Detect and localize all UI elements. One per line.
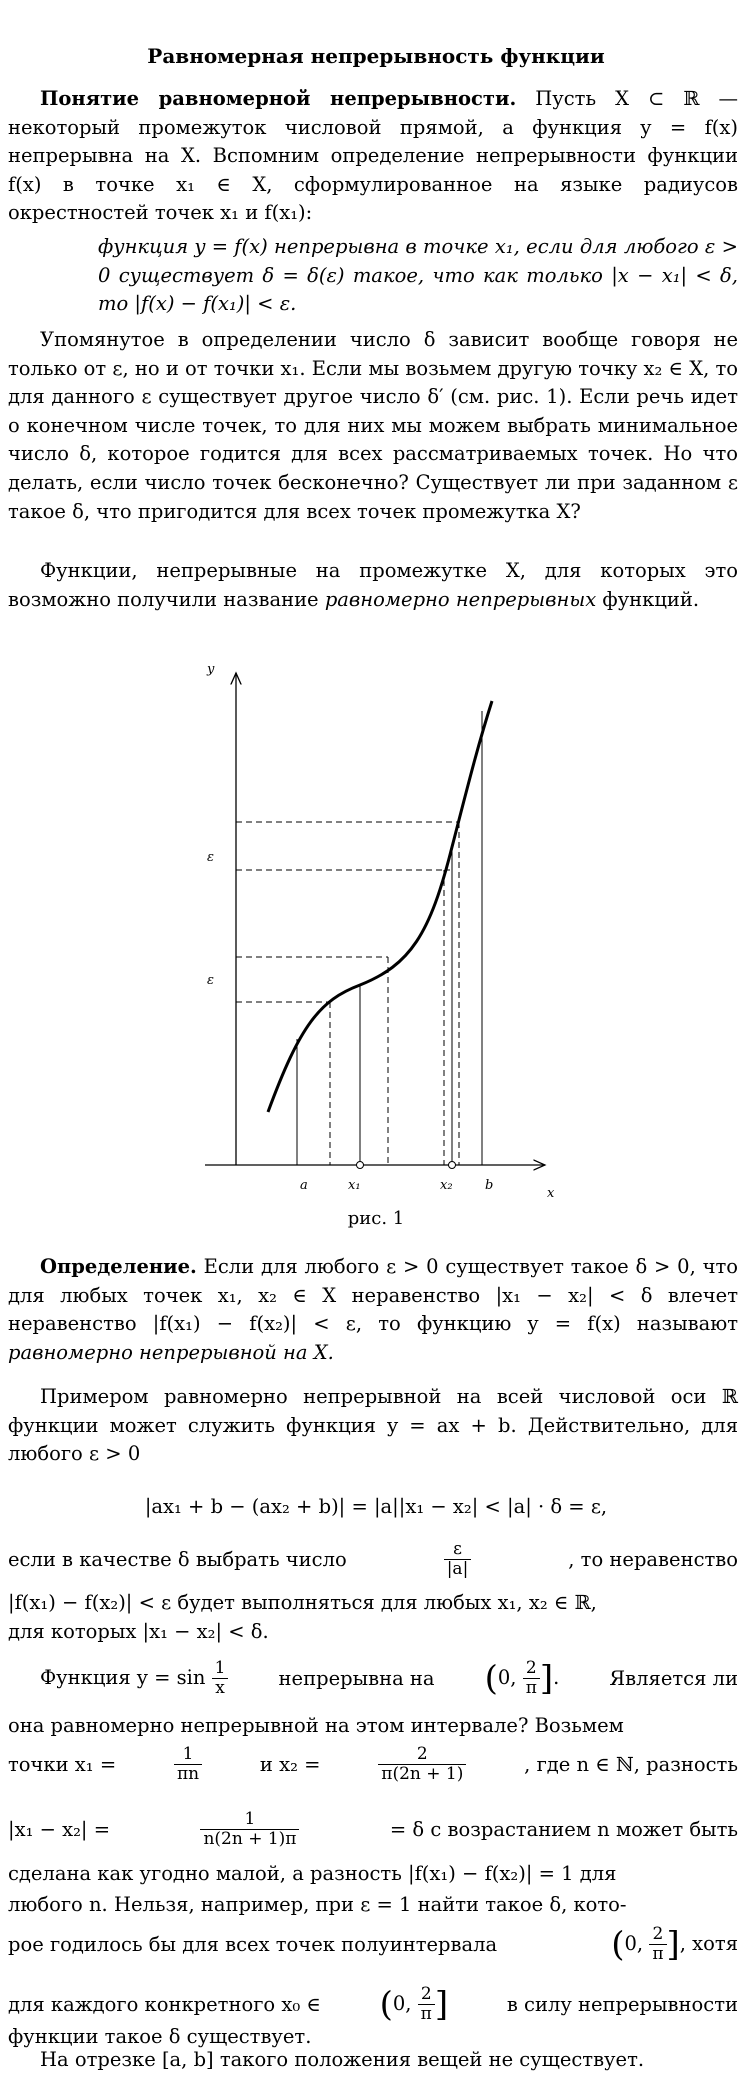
figure-caption: рис. 1	[347, 1208, 405, 1229]
intro-heading: Понятие равномерной непрерывности.	[40, 87, 517, 110]
function-curve	[266, 700, 494, 1113]
delta-choice-text: если в качестве δ выбрать число	[8, 1548, 347, 1571]
continuity-definition-quote: функция y = f(x) непрерывна в точке x₁, …	[98, 235, 738, 316]
abs-difference: |x₁ − x₂| =	[8, 1818, 111, 1841]
delta-dependence-paragraph: Упомянутое в определении число δ зависит…	[8, 328, 738, 523]
closed-interval-line: На отрезке [a, b] такого положения вещей…	[40, 2048, 645, 2071]
intro-text: Пусть X ⊂ ℝ — некоторый промежуток число…	[8, 87, 738, 225]
x-axis-label: x	[547, 1186, 555, 1201]
difference-tail: = δ с возрастанием n может быть	[389, 1818, 738, 1841]
uniform-term: равномерно непрерывных	[324, 587, 597, 611]
page-title: Равномерная непрерывность функции	[147, 44, 605, 68]
continuity-reason: в силу непрерывности	[506, 1993, 738, 2016]
inequality-line: |f(x₁) − f(x₂)| < ε будет выполняться дл…	[8, 1591, 597, 1614]
interval-0-2pi: (0, 2 π].	[484, 1658, 560, 1699]
tick-a: a	[300, 1178, 308, 1193]
x2-fraction: 2 π(2n + 1)	[378, 1745, 467, 1784]
x1-point	[356, 1161, 364, 1169]
y-axis-label: y	[206, 662, 215, 677]
epsilon-dashed-levels	[236, 821, 460, 1165]
inequality-condition: для которых |x₁ − x₂| < δ.	[8, 1620, 269, 1643]
interval-0-2pi-3: (0, 2 π]	[379, 1984, 449, 2025]
difference-line: |x₁ − x₂| = 1 n(2n + 1)π = δ с возрастани…	[8, 1810, 738, 1849]
figure-1: y x ε ε a x₁ x₂ b	[205, 662, 555, 1201]
point-x1-text: точки x₁ =	[8, 1753, 117, 1776]
question-start: Является ли	[609, 1667, 738, 1690]
epsilon-label-upper: ε	[207, 850, 214, 865]
x2-point	[448, 1161, 456, 1169]
interval-0-2pi-2: (0, 2 π], хотя	[611, 1924, 738, 1965]
uniform-intro-tail: функций.	[596, 587, 700, 611]
definition-term: равномерно непрерывной на X.	[8, 1340, 334, 1364]
intro-paragraph: Понятие равномерной непрерывности. Пусть…	[8, 85, 738, 228]
linear-equation: |ax₁ + b − (ax₂ + b)| = |a||x₁ − x₂| < |…	[144, 1495, 608, 1518]
definition-paragraph: Определение. Если для любого ε > 0 сущес…	[8, 1253, 738, 1367]
continuity-interval-text: непрерывна на	[278, 1667, 435, 1690]
eps-over-a-fraction: ε |a|	[443, 1540, 472, 1579]
definition-text: Если для любого ε > 0 существует такое δ…	[8, 1255, 739, 1336]
half-interval-line: рое годилось бы для всех точек полуинтер…	[8, 1925, 738, 1964]
difference-text: , где n ∈ ℕ, разность	[524, 1753, 738, 1776]
small-delta-line: сделана как угодно малой, а разность |f(…	[8, 1862, 617, 1885]
points-line: точки x₁ = 1 πn и x₂ = 2 π(2n + 1) , где n…	[8, 1745, 738, 1784]
sine-question-line: она равномерно непрерывной на этом интер…	[8, 1714, 624, 1737]
point-verticals	[296, 711, 483, 1165]
no-delta-line: любого n. Нельзя, например, при ε = 1 на…	[8, 1893, 627, 1916]
epsilon-label-lower: ε	[207, 973, 214, 988]
delta-choice-tail: , то неравенство	[568, 1548, 738, 1571]
uniform-intro-text: Функции, непрерывные на промежутке X, дл…	[8, 559, 738, 611]
linear-example-paragraph: Примером равномерно непрерывной на всей …	[8, 1385, 738, 1466]
half-interval-text: рое годилось бы для всех точек полуинтер…	[8, 1933, 498, 1956]
concrete-point-text: для каждого конкретного x₀ ∈	[8, 1993, 321, 2016]
x1-fraction: 1 πn	[173, 1745, 203, 1784]
uniform-intro-paragraph: Функции, непрерывные на промежутке X, дл…	[8, 557, 738, 614]
tick-x2: x₂	[440, 1178, 453, 1193]
difference-fraction: 1 n(2n + 1)π	[200, 1810, 300, 1849]
concrete-point-line: для каждого конкретного x₀ ∈ (0, 2 π] в с…	[8, 1985, 738, 2024]
definition-heading: Определение.	[40, 1255, 197, 1278]
tick-b: b	[485, 1178, 493, 1193]
delta-exists-line: функции такое δ существует.	[8, 2025, 312, 2048]
point-x2-text: и x₂ =	[259, 1753, 321, 1776]
tick-x1: x₁	[348, 1178, 361, 1193]
delta-choice-line: если в качестве δ выбрать число ε |a| , т…	[8, 1540, 738, 1579]
